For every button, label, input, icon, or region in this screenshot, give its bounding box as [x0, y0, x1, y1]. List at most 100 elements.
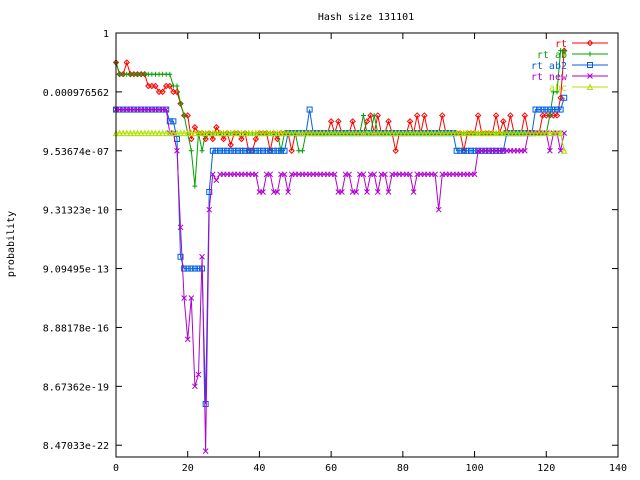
data-point	[184, 336, 191, 343]
y-tick-label: 8.67362e-19	[43, 382, 109, 393]
data-point	[413, 129, 421, 137]
data-point	[180, 129, 188, 137]
data-point	[134, 129, 141, 137]
data-point	[489, 129, 496, 137]
data-point	[260, 189, 266, 195]
data-point	[431, 129, 439, 137]
data-point	[288, 129, 296, 137]
data-point	[252, 129, 260, 137]
data-point	[252, 171, 259, 178]
data-point	[245, 129, 252, 137]
data-point	[192, 183, 198, 189]
data-point	[587, 51, 593, 57]
data-point	[166, 82, 173, 90]
data-point	[349, 129, 356, 137]
data-point	[586, 83, 594, 90]
data-point	[378, 129, 385, 137]
data-point	[474, 112, 482, 119]
x-tick-label: 100	[466, 463, 484, 474]
data-point	[331, 171, 338, 178]
data-point	[130, 129, 138, 137]
data-point	[266, 129, 274, 137]
data-point	[561, 47, 568, 54]
data-point	[174, 83, 180, 89]
data-point	[367, 112, 374, 119]
data-point	[331, 129, 339, 137]
series-layer	[112, 47, 568, 454]
data-point	[162, 129, 170, 137]
data-point	[181, 112, 187, 118]
data-point	[285, 189, 291, 195]
data-point	[216, 129, 224, 137]
data-point	[367, 129, 374, 137]
x-tick-label: 0	[113, 463, 119, 474]
data-point	[231, 129, 238, 137]
data-point	[514, 129, 521, 137]
data-point	[363, 118, 371, 125]
data-point	[177, 224, 184, 231]
data-point	[370, 129, 378, 137]
data-point	[446, 129, 453, 137]
plot-frame	[115, 32, 619, 458]
chart-title: Hash size 131101	[318, 12, 414, 23]
data-point	[166, 118, 173, 125]
data-point	[274, 189, 281, 195]
data-point	[155, 129, 163, 137]
data-point	[324, 129, 331, 137]
data-point	[242, 147, 249, 154]
data-point	[167, 71, 173, 77]
data-point	[166, 129, 174, 137]
data-point	[317, 129, 324, 137]
x-tick-label: 20	[182, 463, 194, 474]
data-point	[460, 147, 467, 154]
y-tick-label: 9.53674e-07	[43, 147, 109, 158]
data-point	[252, 147, 259, 154]
data-point	[587, 73, 593, 79]
data-point	[238, 147, 245, 154]
data-point	[177, 253, 184, 260]
data-point	[327, 129, 335, 137]
data-point	[410, 129, 417, 137]
data-point	[209, 171, 216, 178]
data-point	[399, 129, 407, 137]
data-point	[471, 171, 478, 178]
x-tick-label: 60	[325, 463, 337, 474]
data-point	[209, 129, 217, 137]
data-point	[170, 118, 177, 125]
data-point	[385, 129, 392, 137]
data-point	[209, 147, 216, 154]
data-point	[517, 129, 525, 137]
data-point	[188, 135, 195, 143]
data-point	[492, 112, 500, 119]
data-point	[453, 129, 460, 137]
data-point	[413, 112, 421, 119]
data-point	[213, 129, 220, 137]
data-point	[213, 147, 220, 154]
data-point	[220, 147, 227, 154]
data-point	[267, 147, 274, 154]
legend-label: rt	[555, 39, 567, 50]
data-point	[234, 129, 242, 137]
data-point	[277, 129, 285, 137]
series-rt-new	[113, 106, 568, 454]
data-point	[392, 147, 399, 154]
data-point	[281, 129, 288, 137]
data-point	[539, 129, 547, 137]
data-point	[205, 129, 213, 137]
legend-label: rt new	[531, 72, 568, 83]
y-tick-label: 9.31323e-10	[43, 206, 109, 217]
data-point	[187, 129, 195, 137]
data-point	[195, 129, 202, 137]
data-point	[216, 147, 223, 154]
data-point	[209, 135, 217, 143]
data-point	[227, 129, 235, 137]
data-point	[274, 129, 281, 137]
data-point	[371, 171, 378, 178]
data-point	[560, 147, 568, 154]
data-point	[532, 129, 539, 137]
data-point	[320, 129, 328, 137]
data-point	[460, 129, 468, 137]
x-tick-label: 120	[537, 463, 555, 474]
